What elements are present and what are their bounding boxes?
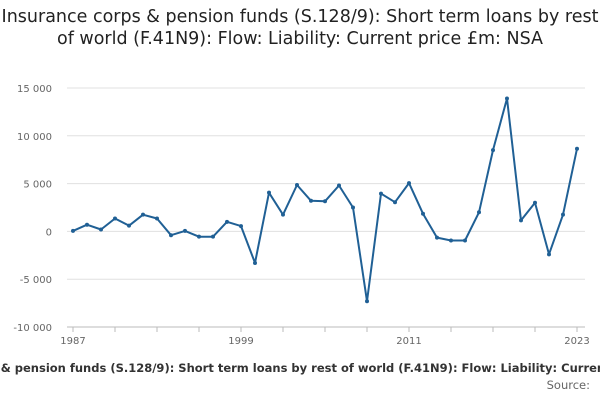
data-point[interactable] bbox=[99, 227, 103, 232]
source-label: Source: bbox=[546, 378, 590, 392]
data-point[interactable] bbox=[337, 183, 341, 188]
x-tick-label: 1987 bbox=[60, 336, 85, 347]
data-point[interactable] bbox=[141, 212, 145, 217]
data-point[interactable] bbox=[393, 200, 397, 205]
gridlines bbox=[67, 87, 585, 328]
data-point[interactable] bbox=[169, 233, 173, 238]
data-point[interactable] bbox=[225, 219, 229, 224]
data-point[interactable] bbox=[365, 299, 369, 304]
data-point[interactable] bbox=[449, 238, 453, 243]
data-point[interactable] bbox=[211, 234, 215, 239]
data-point[interactable] bbox=[85, 222, 89, 227]
data-point[interactable] bbox=[253, 260, 257, 265]
axes: -10 000 -5 000 0 5 000 10 000 15 000 1987 1999 2… bbox=[13, 84, 589, 347]
legend-label: Insurance corps & pension funds (S.128/9… bbox=[0, 361, 600, 375]
data-point[interactable] bbox=[379, 191, 383, 196]
data-point[interactable] bbox=[505, 96, 509, 101]
data-point[interactable] bbox=[519, 218, 523, 223]
data-point[interactable] bbox=[113, 216, 117, 221]
data-point[interactable] bbox=[309, 198, 313, 203]
data-point[interactable] bbox=[127, 223, 131, 228]
data-point[interactable] bbox=[71, 228, 75, 233]
series-layer bbox=[71, 96, 579, 304]
data-point[interactable] bbox=[281, 212, 285, 217]
data-point[interactable] bbox=[561, 212, 565, 217]
data-point[interactable] bbox=[463, 238, 467, 243]
y-tick-label: 5 000 bbox=[23, 180, 52, 191]
data-point[interactable] bbox=[267, 190, 271, 195]
data-point[interactable] bbox=[239, 224, 243, 229]
y-tick-label: 0 bbox=[46, 227, 52, 238]
data-point[interactable] bbox=[477, 210, 481, 215]
data-point[interactable] bbox=[155, 216, 159, 221]
data-point[interactable] bbox=[295, 183, 299, 188]
y-tick-label: 15 000 bbox=[17, 84, 52, 95]
x-tick-label: 2011 bbox=[396, 336, 421, 347]
data-point[interactable] bbox=[197, 234, 201, 239]
data-point[interactable] bbox=[323, 199, 327, 204]
y-tick-label: -5 000 bbox=[20, 275, 52, 286]
data-point[interactable] bbox=[351, 205, 355, 210]
legend: Insurance corps & pension funds (S.128/9… bbox=[0, 361, 600, 375]
data-point[interactable] bbox=[533, 200, 537, 205]
data-point[interactable] bbox=[491, 148, 495, 153]
data-point[interactable] bbox=[407, 181, 411, 186]
data-point[interactable] bbox=[421, 211, 425, 216]
data-point[interactable] bbox=[575, 146, 579, 151]
data-point[interactable] bbox=[547, 252, 551, 257]
y-tick-label: -10 000 bbox=[13, 323, 52, 334]
x-tick-label: 2023 bbox=[564, 336, 589, 347]
chart-title: Insurance corps & pension funds (S.128/9… bbox=[1, 7, 599, 49]
data-point[interactable] bbox=[183, 228, 187, 233]
data-point[interactable] bbox=[435, 235, 439, 240]
y-tick-label: 10 000 bbox=[17, 132, 52, 143]
x-tick-label: 1999 bbox=[228, 336, 253, 347]
